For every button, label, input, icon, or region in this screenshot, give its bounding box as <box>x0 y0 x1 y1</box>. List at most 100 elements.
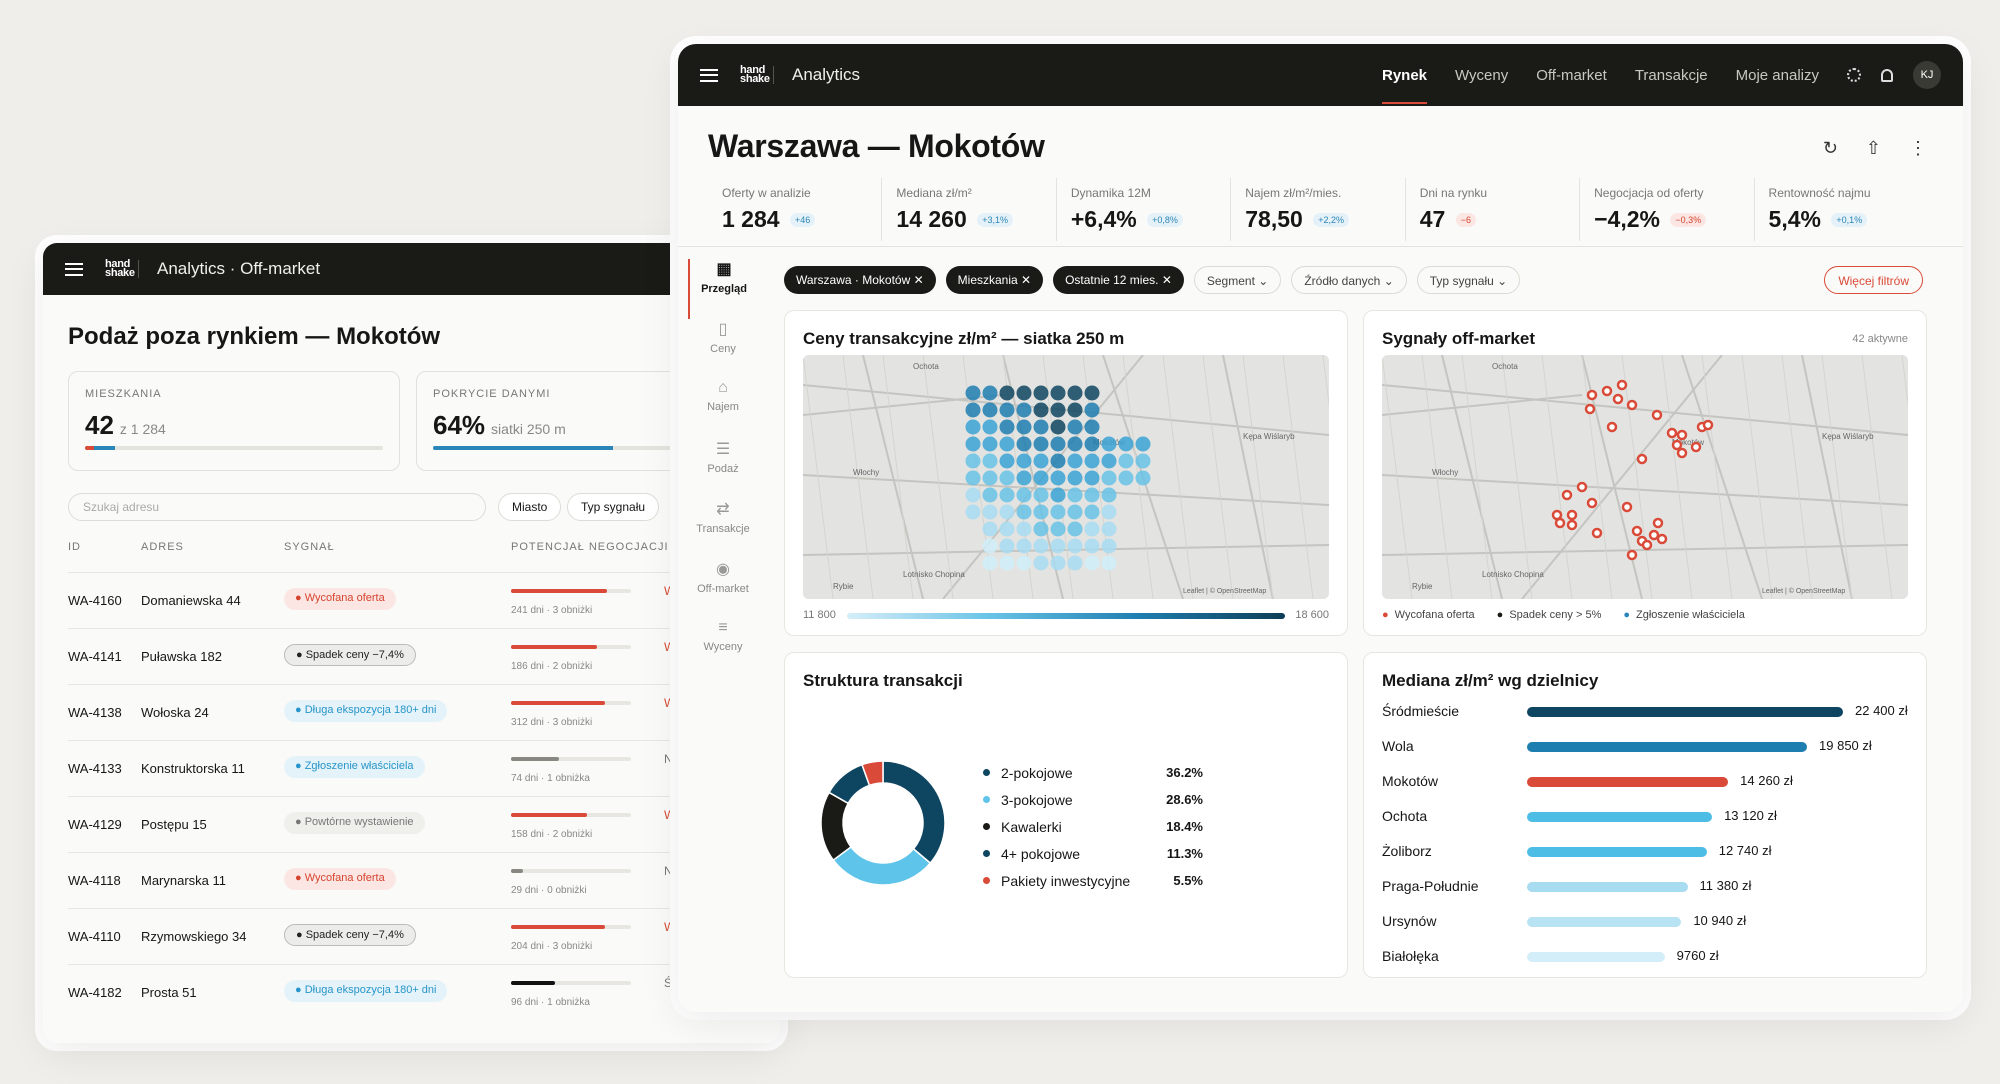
map-road <box>1441 355 1503 599</box>
sidebar-item-supply[interactable]: ☰ Podaż <box>688 439 758 499</box>
table-row[interactable]: WA-4133 Konstruktorska 11 ● Zgłoszenie w… <box>68 740 780 796</box>
signal-marker <box>1626 399 1638 411</box>
signal-marker <box>1621 501 1633 513</box>
district-bar <box>1527 917 1682 927</box>
legend-value: 11.3% <box>1166 846 1203 861</box>
filter-chip[interactable]: Mieszkania ✕ <box>945 266 1044 294</box>
filter-chip[interactable]: Typ sygnału ⌄ <box>1416 266 1521 294</box>
avatar[interactable]: KJ <box>1913 61 1941 89</box>
row-address: Konstruktorska 11 <box>141 761 245 776</box>
nav-rynek[interactable]: Rynek <box>1381 47 1428 104</box>
table-row[interactable]: WA-4138 Wołoska 24 ● Długa ekspozycja 18… <box>68 684 780 740</box>
map-street <box>1781 355 1813 599</box>
export-icon[interactable]: ⇧ <box>1865 138 1881 158</box>
filter-chip[interactable]: Warszawa · Mokotów ✕ <box>784 266 936 294</box>
heat-cell <box>1067 436 1083 452</box>
heat-cell <box>1050 555 1066 571</box>
district-value: 12 740 zł <box>1718 843 1772 858</box>
table-row[interactable]: WA-4118 Marynarska 11 ● Wycofana oferta … <box>68 852 780 908</box>
table-row[interactable]: WA-4110 Rzymowskiego 34 ● Spadek ceny −7… <box>68 908 780 964</box>
map-street <box>1661 355 1693 599</box>
district-value: 19 850 zł <box>1819 738 1872 753</box>
signal-badge: ● Zgłoszenie właściciela <box>284 756 425 778</box>
kpi-value: 1 284 <box>722 206 780 232</box>
main-nav: Rynek Wyceny Off-market Transakcje Moje … <box>1381 47 1819 104</box>
heat-cell <box>1084 555 1100 571</box>
filter-chip[interactable]: Segment ⌄ <box>1193 266 1282 294</box>
supply-icon: ☰ <box>715 441 731 458</box>
nav-off-market[interactable]: Off-market <box>1536 66 1607 84</box>
map-label: Kępa Wiślaryb <box>1822 432 1874 441</box>
district-name: Ursynów <box>1382 913 1437 929</box>
donut-legend-item: 3-pokojowe 28.6% <box>983 792 1203 819</box>
legend-value: 28.6% <box>1166 792 1203 807</box>
kpi-item: Najem zł/m²/mies. 78,50 +2,2% <box>1231 178 1406 241</box>
search-input[interactable]: Szukaj adresu <box>68 493 486 521</box>
refresh-icon[interactable]: ↻ <box>1822 138 1838 158</box>
sidebar-item-valuations[interactable]: ≡ Wyceny <box>688 619 758 679</box>
potential-bar <box>511 925 631 929</box>
heat-cell <box>1084 487 1100 503</box>
map-label: Leaflet | © OpenStreetMap <box>1183 587 1266 595</box>
heat-cell <box>982 470 998 486</box>
kpi-item: Mediana zł/m² 14 260 +3,1% <box>882 178 1057 241</box>
heat-cell <box>1084 538 1100 554</box>
district-bar-row: Ochota 13 120 zł <box>1382 808 1908 843</box>
table-row[interactable]: WA-4182 Prosta 51 ● Długa ekspozycja 180… <box>68 964 780 1020</box>
chevron-down-icon[interactable]: ⌄ <box>1258 274 1269 288</box>
potential-bar <box>511 589 631 593</box>
potential-bar <box>511 869 631 873</box>
district-value: 9760 zł <box>1676 948 1719 963</box>
map-street <box>1282 355 1314 599</box>
row-id: WA-4141 <box>68 649 122 664</box>
filter-chip[interactable]: Ostatnie 12 mies. ✕ <box>1053 266 1184 294</box>
sidebar-item-prices[interactable]: ▯ Ceny <box>688 319 758 379</box>
signal-type-filter-button[interactable]: Typ sygnału <box>567 493 660 521</box>
map-label: Ochota <box>1492 362 1518 371</box>
close-icon[interactable]: ✕ <box>1021 273 1032 287</box>
sidebar-item-off-market[interactable]: ◉ Off-market <box>688 559 758 619</box>
notifications-icon[interactable] <box>1881 68 1893 82</box>
sidebar-item-rent[interactable]: ⌂ Najem <box>688 379 758 439</box>
heat-cell <box>982 487 998 503</box>
legend-value: 36.2% <box>1166 765 1203 780</box>
row-address: Prosta 51 <box>141 985 197 1000</box>
signal-badge: ● Długa ekspozycja 180+ dni <box>284 980 448 1002</box>
table-row[interactable]: WA-4129 Postępu 15 ● Powtórne wystawieni… <box>68 796 780 852</box>
heat-cell <box>1084 385 1100 401</box>
city-filter-button[interactable]: Miasto <box>498 493 562 521</box>
more-filters-button[interactable]: Więcej filtrów <box>1824 266 1923 294</box>
signal-label: Wycofana oferta <box>304 872 385 884</box>
heat-cell <box>965 470 981 486</box>
signal-badge: ● Spadek ceny −7,4% <box>284 644 416 666</box>
heat-cell <box>1033 385 1049 401</box>
heat-cell <box>1050 385 1066 401</box>
nav-moje-analizy[interactable]: Moje analizy <box>1735 66 1819 84</box>
theme-toggle-icon[interactable] <box>1847 68 1861 82</box>
nav-wyceny[interactable]: Wyceny <box>1455 66 1509 84</box>
row-meta: 204 dni · 3 obniżki <box>511 941 593 952</box>
more-options-icon[interactable]: ⋮ <box>1909 138 1927 158</box>
chevron-down-icon[interactable]: ⌄ <box>1497 274 1508 288</box>
sidebar-item-overview[interactable]: ▦ Przegląd <box>688 259 758 319</box>
sidebar-item-transactions[interactable]: ⇄ Transakcje <box>688 499 758 559</box>
signals-map[interactable]: Ochota Mokotów Włochy Kępa Wiślaryb Rybie Lot… <box>1382 355 1908 599</box>
districts-card: Mediana zł/m² wg dzielnicy Śródmieście 2… <box>1363 652 1927 978</box>
filter-chip[interactable]: Źródło danych ⌄ <box>1291 266 1407 294</box>
table-row[interactable]: WA-4160 Domaniewska 44 ● Wycofana oferta… <box>68 572 780 628</box>
heat-cell <box>1033 470 1049 486</box>
map-label: Lotnisko Chopina <box>903 570 965 579</box>
close-icon[interactable]: ✕ <box>1161 273 1172 287</box>
table-row[interactable]: WA-4141 Puławska 182 ● Spadek ceny −7,4%… <box>68 628 780 684</box>
menu-icon[interactable] <box>700 68 718 82</box>
signal-marker <box>1601 385 1613 397</box>
kpi-label: Oferty w analizie <box>722 186 811 200</box>
row-address: Domaniewska 44 <box>141 593 241 608</box>
signal-marker <box>1616 379 1628 391</box>
chevron-down-icon[interactable]: ⌄ <box>1383 274 1394 288</box>
nav-transakcje[interactable]: Transakcje <box>1634 66 1708 84</box>
menu-icon[interactable] <box>65 262 83 276</box>
close-icon[interactable]: ✕ <box>913 273 924 287</box>
